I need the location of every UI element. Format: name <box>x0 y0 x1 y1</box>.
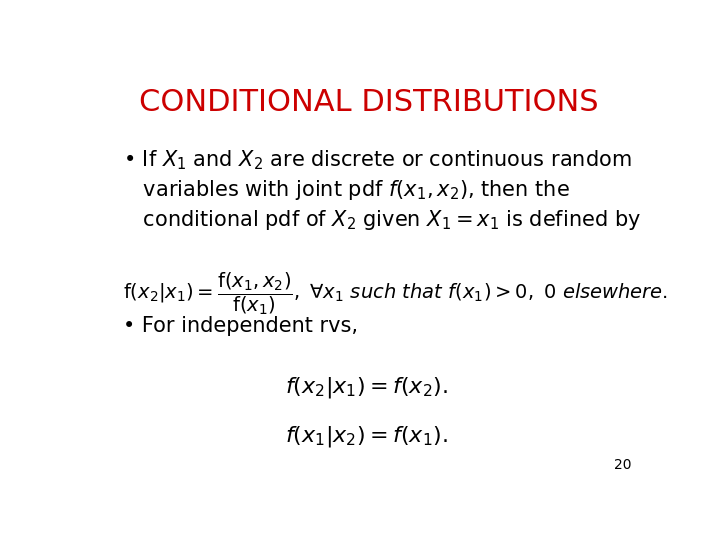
Text: CONDITIONAL DISTRIBUTIONS: CONDITIONAL DISTRIBUTIONS <box>139 87 599 117</box>
Text: conditional pdf of $X_2$ given $X_1$$=x_1$ is defined by: conditional pdf of $X_2$ given $X_1$$=x_… <box>124 208 642 232</box>
Text: $\mathrm{f}(x_2|x_1)= \dfrac{\mathrm{f}(x_1, x_2)}{\mathrm{f}(x_1)},\ \forall x_: $\mathrm{f}(x_2|x_1)= \dfrac{\mathrm{f}(… <box>124 271 669 318</box>
Text: $f(x_2|x_1)= f(x_2).$: $f(x_2|x_1)= f(x_2).$ <box>285 375 448 400</box>
Text: • For independent rvs,: • For independent rvs, <box>124 316 359 336</box>
Text: variables with joint pdf $f(x_1,x_2)$, then the: variables with joint pdf $f(x_1,x_2)$, t… <box>124 178 570 202</box>
Text: 20: 20 <box>613 458 631 472</box>
Text: • If $X_1$ and $X_2$ are discrete or continuous random: • If $X_1$ and $X_2$ are discrete or con… <box>124 148 632 172</box>
Text: $f(x_1|x_2)= f(x_1).$: $f(x_1|x_2)= f(x_1).$ <box>285 424 448 449</box>
